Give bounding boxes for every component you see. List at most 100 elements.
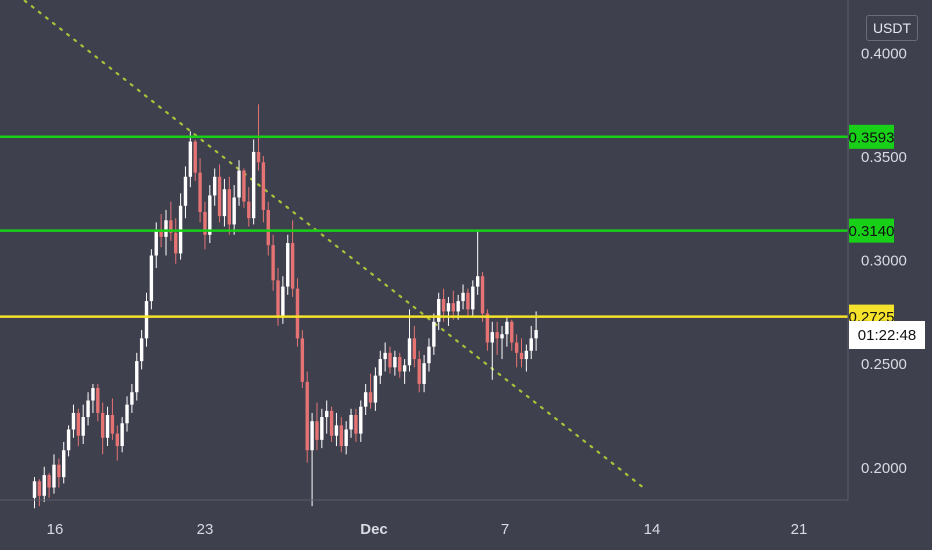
candle (388, 346, 392, 374)
candle (144, 292, 149, 347)
candle (305, 371, 309, 463)
candle (47, 473, 51, 498)
level-price-tag (849, 218, 894, 243)
candle (115, 425, 119, 461)
currency-button[interactable]: USDT (866, 15, 918, 41)
candle (373, 367, 378, 411)
countdown-label: 01:22:48 (858, 327, 916, 344)
candle (222, 178, 227, 227)
candle (183, 166, 188, 219)
candle (217, 164, 222, 223)
candle (310, 412, 314, 507)
candle (71, 404, 76, 438)
candle (32, 477, 37, 509)
time-tick-label: 16 (47, 521, 64, 538)
candle (490, 321, 494, 380)
candle (125, 396, 129, 432)
candle (247, 187, 251, 227)
level-price-label: 0.3593 (849, 129, 895, 146)
candle (339, 417, 344, 453)
candle (315, 402, 319, 451)
candle (422, 354, 426, 393)
candle (471, 280, 475, 316)
candle (495, 321, 499, 355)
candle (402, 359, 407, 384)
candle (412, 325, 417, 368)
candle (76, 408, 81, 447)
candle (208, 185, 212, 244)
time-tick-label: 21 (791, 521, 808, 538)
candle (368, 373, 373, 409)
candle (57, 458, 61, 488)
candle (37, 479, 42, 507)
candle (203, 201, 207, 250)
candle (363, 383, 368, 415)
candle (266, 201, 270, 256)
candle (174, 218, 178, 264)
candle (329, 406, 334, 442)
candle (135, 352, 139, 401)
candle (524, 344, 529, 372)
candle (432, 313, 436, 355)
candle (237, 160, 241, 206)
candle (407, 309, 412, 372)
candle (505, 317, 509, 347)
candle (96, 383, 100, 422)
candle (120, 417, 124, 453)
candle (354, 408, 358, 442)
candle (349, 408, 353, 438)
candle (164, 209, 168, 256)
candle (227, 176, 231, 235)
candle (325, 400, 329, 434)
level-price-label: 0.3140 (849, 223, 895, 240)
countdown-box (849, 321, 925, 349)
time-tick-label: 14 (644, 521, 661, 538)
candle (198, 158, 202, 223)
candle (334, 412, 339, 447)
candle (242, 168, 246, 208)
candle (378, 350, 382, 384)
candle (393, 350, 397, 376)
candle (510, 319, 514, 351)
candle (290, 220, 295, 297)
candle (417, 350, 421, 393)
candle (529, 325, 533, 360)
candle (139, 330, 144, 370)
candle (320, 408, 324, 449)
candle (188, 131, 193, 188)
candle (480, 272, 485, 322)
trend-line[interactable] (23, 0, 645, 489)
candle (62, 441, 66, 484)
candle (286, 234, 290, 295)
time-tick-label: 23 (197, 521, 214, 538)
candle (451, 290, 456, 320)
candle (427, 338, 431, 372)
candle (398, 352, 402, 378)
candle (149, 249, 154, 310)
candle (461, 284, 465, 310)
price-tick-label: 0.2500 (861, 356, 907, 373)
candle (81, 404, 85, 444)
candle (271, 234, 275, 291)
candle (261, 156, 266, 223)
candle (475, 230, 480, 295)
price-tick-label: 0.2000 (861, 460, 907, 477)
candle (383, 342, 387, 372)
candle (295, 278, 300, 347)
price-tick-label: 0.4000 (861, 46, 907, 63)
candle (359, 400, 363, 442)
candle (514, 334, 519, 368)
candle (519, 338, 524, 368)
candle (212, 168, 217, 206)
time-tick-label: Dec (360, 521, 388, 538)
candle (232, 185, 236, 235)
candle (344, 421, 348, 455)
price-tick-label: 0.3000 (861, 253, 907, 270)
level-price-tag (849, 124, 894, 149)
candle (178, 193, 183, 260)
candle (437, 292, 441, 331)
candle (100, 402, 105, 455)
candle (300, 330, 305, 389)
